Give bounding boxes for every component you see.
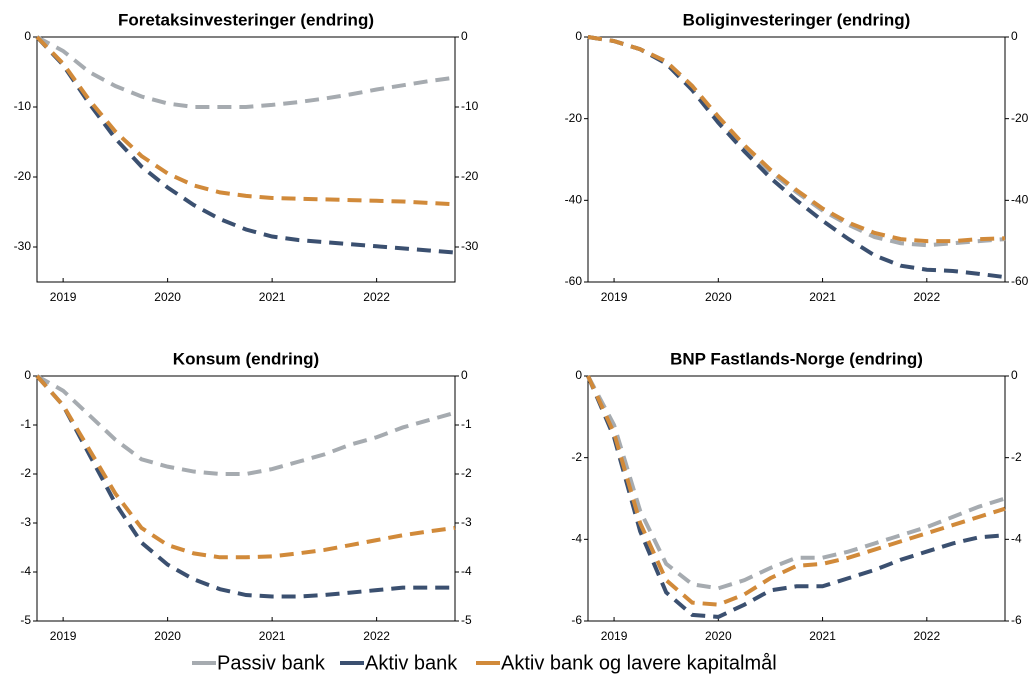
- y2-tick-label: -4: [1011, 532, 1022, 546]
- x-tick-label: 2019: [50, 629, 77, 643]
- y-tick-label: 0: [24, 29, 31, 43]
- y-tick-label: -5: [20, 613, 31, 627]
- series-line: [35, 374, 455, 599]
- y2-tick-label: -4: [461, 564, 472, 578]
- y-tick-label: -60: [565, 274, 583, 288]
- plot-frame: [587, 36, 1006, 283]
- plot-frame: [587, 375, 1006, 622]
- series-line: [36, 35, 456, 109]
- chart-title: Konsum (endring): [173, 349, 319, 368]
- y2-tick-label: -60: [1011, 274, 1029, 288]
- y-tick-label: -20: [565, 111, 583, 125]
- legend-label: Passiv bank: [217, 652, 326, 674]
- y-tick-label: -10: [14, 99, 32, 113]
- series-line: [36, 374, 456, 476]
- x-tick-label: 2021: [809, 629, 836, 643]
- x-tick-label: 2021: [259, 290, 286, 304]
- y2-tick-label: -20: [1011, 111, 1029, 125]
- x-tick-label: 2022: [913, 290, 940, 304]
- y2-tick-label: -6: [1011, 613, 1022, 627]
- y2-tick-label: -40: [1011, 193, 1029, 207]
- legend-label: Aktiv bank: [365, 652, 458, 674]
- y2-tick-label: 0: [461, 368, 468, 382]
- y2-tick-label: -3: [461, 515, 472, 529]
- plot-frame: [36, 36, 456, 283]
- x-tick-label: 2021: [809, 290, 836, 304]
- series-line: [586, 375, 1006, 619]
- x-tick-label: 2021: [259, 629, 286, 643]
- y-tick-label: -6: [571, 613, 582, 627]
- y-tick-label: -30: [14, 239, 32, 253]
- series-line: [35, 35, 456, 207]
- y-tick-label: -1: [20, 417, 31, 431]
- y2-tick-label: -2: [1011, 450, 1022, 464]
- y-tick-label: 0: [24, 368, 31, 382]
- series-line: [587, 35, 1006, 244]
- x-tick-label: 2020: [154, 629, 181, 643]
- x-tick-label: 2020: [705, 290, 732, 304]
- y-tick-label: -3: [20, 515, 31, 529]
- chart-title: BNP Fastlands-Norge (endring): [670, 349, 923, 368]
- y-tick-label: 0: [575, 29, 582, 43]
- y-tick-label: 0: [575, 368, 582, 382]
- y2-tick-label: 0: [1011, 29, 1018, 43]
- series-line: [586, 375, 1006, 607]
- y-tick-label: -4: [20, 564, 31, 578]
- y2-tick-label: -5: [461, 613, 472, 627]
- series-line: [35, 35, 456, 255]
- x-tick-label: 2019: [50, 290, 77, 304]
- y-tick-label: -40: [565, 193, 583, 207]
- plot-frame: [36, 375, 456, 622]
- x-tick-label: 2019: [601, 629, 628, 643]
- x-tick-label: 2020: [705, 629, 732, 643]
- series-line: [586, 375, 1006, 591]
- chart-title: Foretaksinvesteringer (endring): [118, 10, 374, 29]
- x-tick-label: 2020: [154, 290, 181, 304]
- x-tick-label: 2022: [913, 629, 940, 643]
- y-tick-label: -4: [571, 532, 582, 546]
- series-line: [35, 374, 456, 560]
- y2-tick-label: 0: [461, 29, 468, 43]
- x-tick-label: 2022: [363, 629, 390, 643]
- y-tick-label: -2: [571, 450, 582, 464]
- x-tick-label: 2019: [601, 290, 628, 304]
- x-tick-label: 2022: [363, 290, 390, 304]
- y2-tick-label: -2: [461, 466, 472, 480]
- y2-tick-label: 0: [1011, 368, 1018, 382]
- series-line: [587, 35, 1006, 248]
- y-tick-label: -2: [20, 466, 31, 480]
- y2-tick-label: -20: [461, 169, 479, 183]
- chart-title: Boliginvesteringer (endring): [683, 10, 911, 29]
- y2-tick-label: -10: [461, 99, 479, 113]
- y2-tick-label: -1: [461, 417, 472, 431]
- legend-label: Aktiv bank og lavere kapitalmål: [501, 652, 777, 674]
- y-tick-label: -20: [14, 169, 32, 183]
- y2-tick-label: -30: [461, 239, 479, 253]
